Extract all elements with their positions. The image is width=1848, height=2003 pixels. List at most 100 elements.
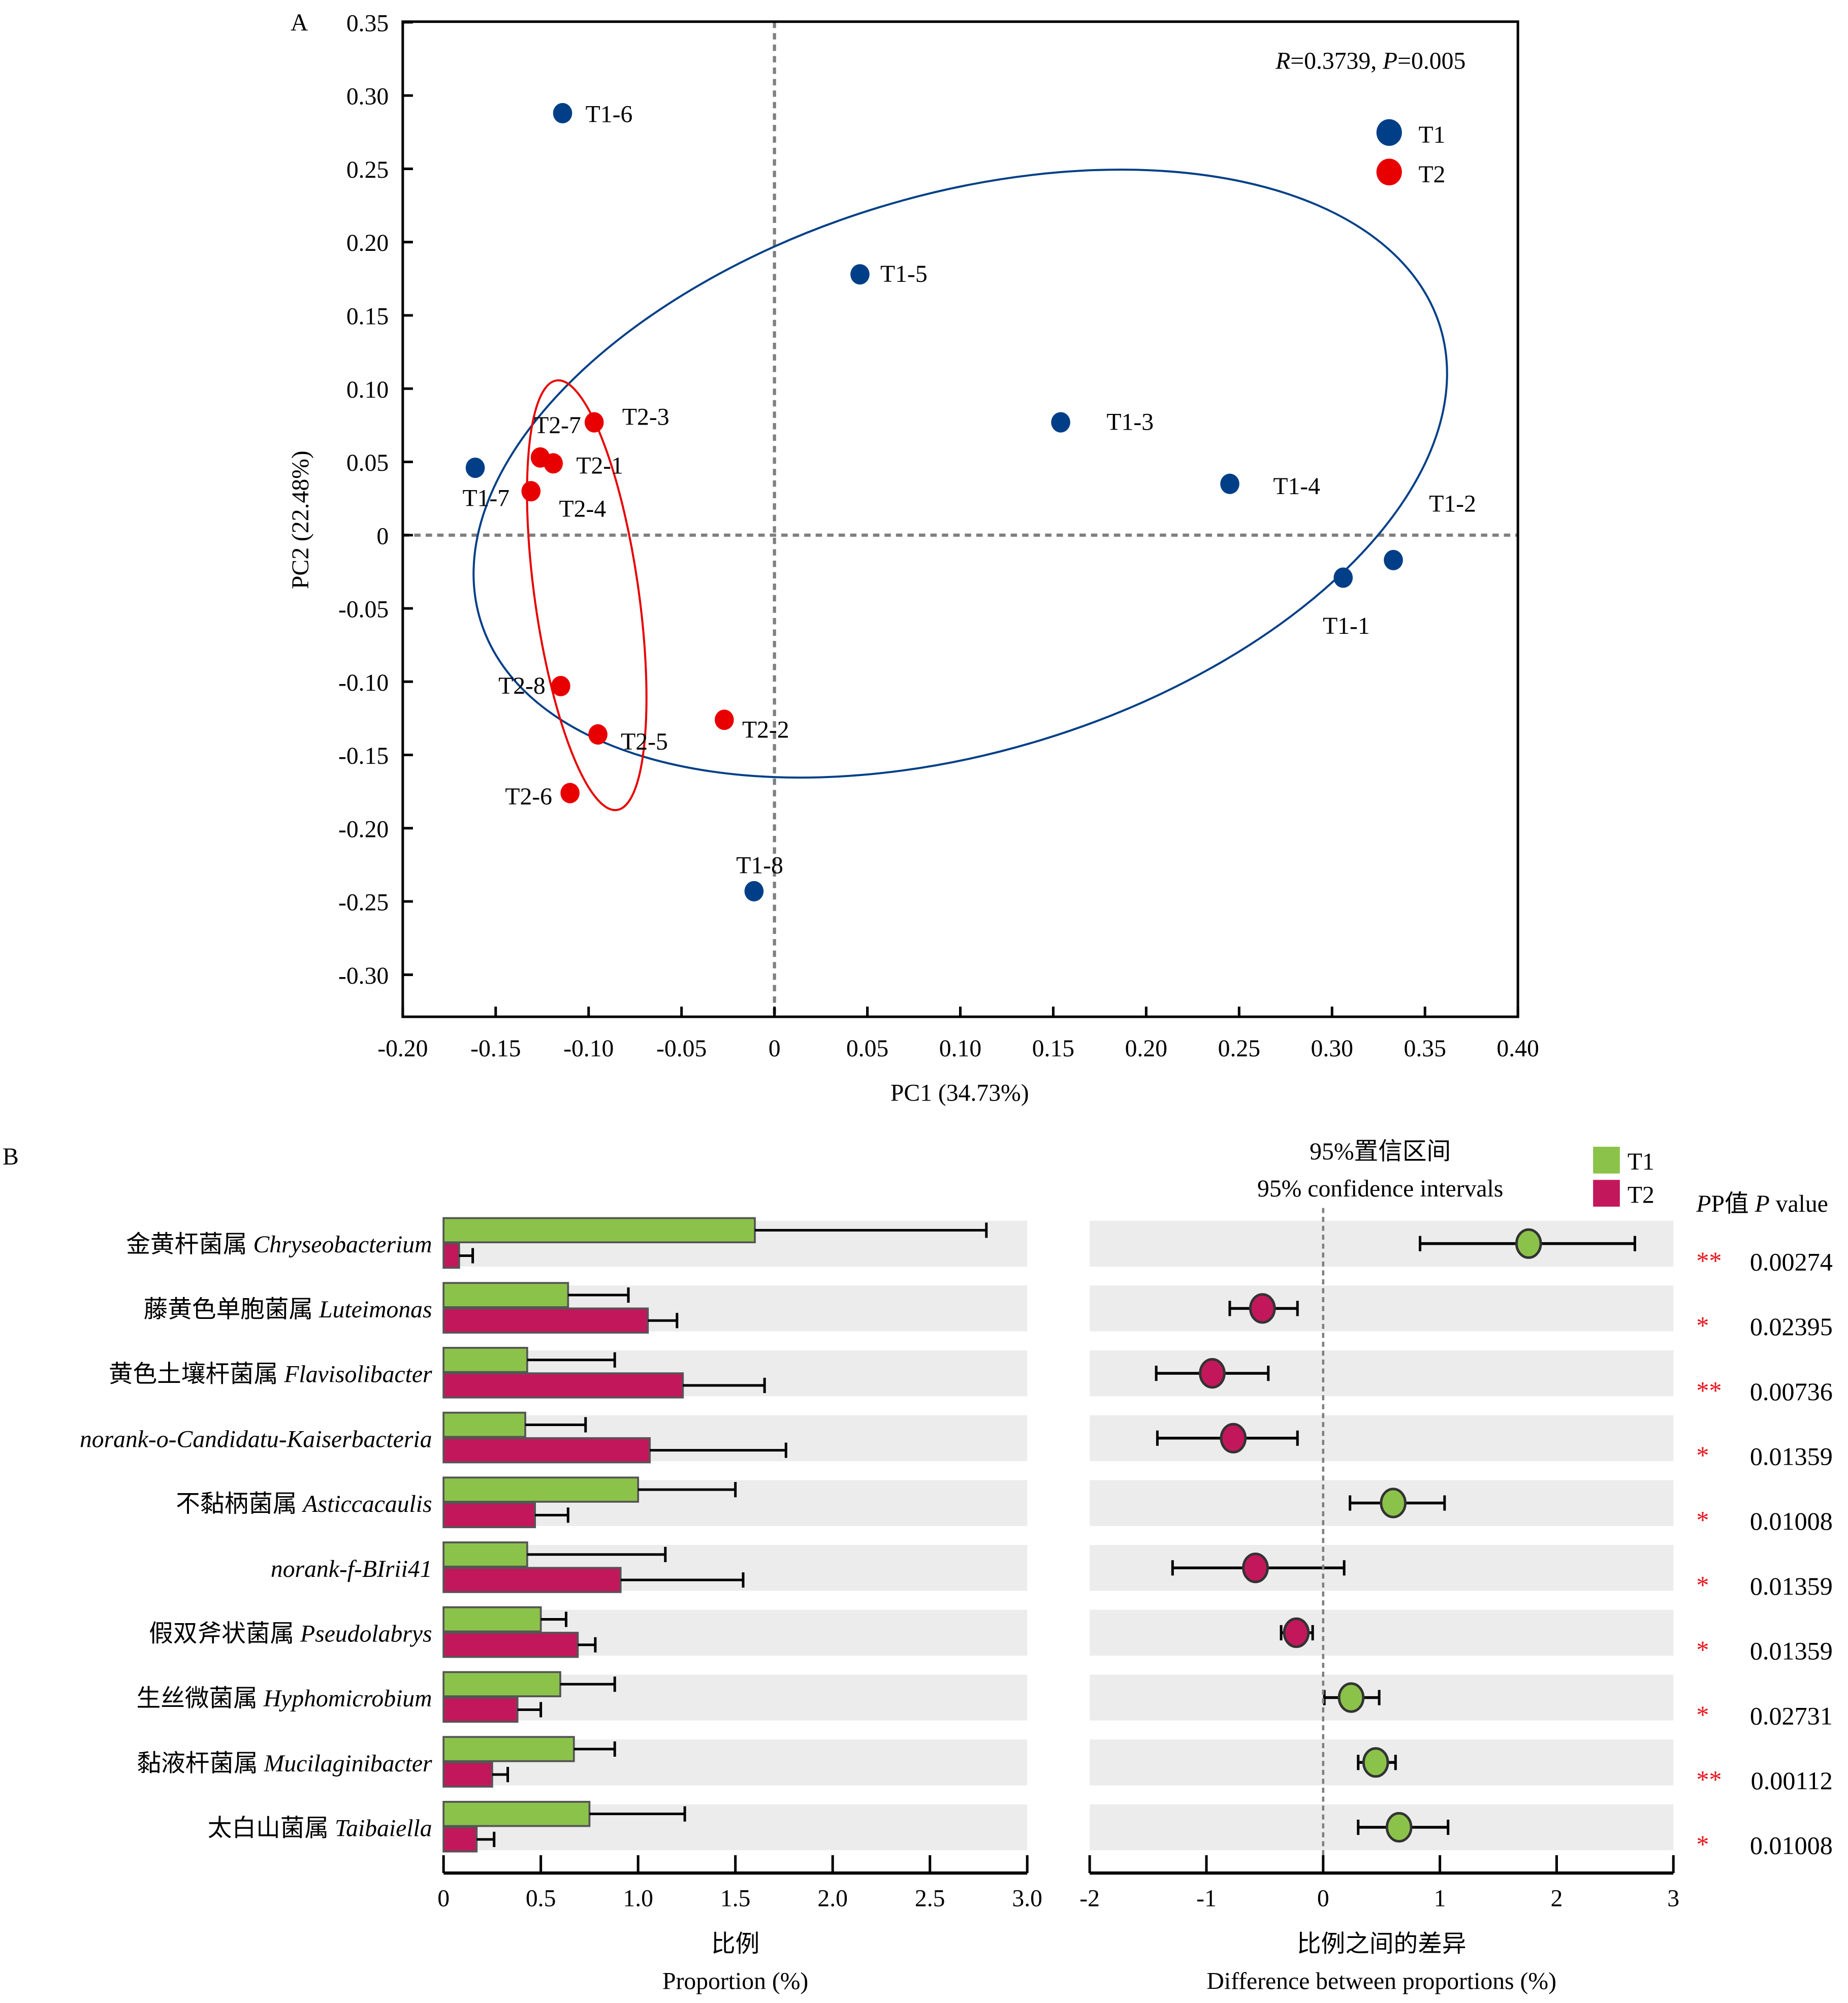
legend-marker-t1 <box>1376 119 1402 146</box>
p-symbol: P <box>1382 48 1397 74</box>
legend-swatch-t2 <box>1593 1180 1620 1207</box>
p-value-header: PP值 P value <box>1696 1191 1828 1217</box>
left-x-tick-label: 3.0 <box>1012 1885 1042 1912</box>
genus-name-latin: Taibaiella <box>335 1816 432 1842</box>
bar-t2 <box>442 1437 651 1464</box>
significance-stars: * <box>1696 1506 1709 1534</box>
legend-marker-t2 <box>1376 158 1402 186</box>
point-t1-1 <box>1333 567 1353 588</box>
genus-name-latin: norank-o-Candidatu-Kaiserbacteria <box>80 1426 432 1452</box>
bar-t2 <box>442 1761 493 1788</box>
r-value: =0.3739, <box>1290 48 1383 74</box>
point-label-t1-3: T1-3 <box>1106 409 1154 436</box>
left-x-tick-label: 1.0 <box>623 1885 653 1912</box>
bar-t1 <box>442 1347 528 1373</box>
right-x-tick-label: 3 <box>1667 1885 1679 1912</box>
left-x-tick-label: 2.5 <box>915 1885 945 1912</box>
point-t1-7 <box>465 457 485 478</box>
x-tick-label: 0.40 <box>1496 1036 1539 1062</box>
difference-point-t1 <box>1385 1812 1413 1843</box>
p-value-text: 0.01359 <box>1750 1572 1833 1600</box>
point-label-t1-4: T1-4 <box>1273 473 1320 500</box>
point-t2-7 <box>530 447 550 468</box>
genus-label: 黄色土壤杆菌属 Flavisolibacter <box>109 1362 432 1388</box>
p-header-en: value <box>1770 1191 1828 1217</box>
p-value-text: 0.01008 <box>1750 1507 1833 1535</box>
anosim-annotation: R=0.3739, P=0.005 <box>1275 48 1465 74</box>
y-tick-label: 0 <box>376 523 389 550</box>
point-t2-2 <box>715 709 734 730</box>
right-row-background <box>1090 1285 1674 1332</box>
y-axis-label: PC2 (22.48%) <box>288 450 314 589</box>
genus-name-cn: 藤黄色单胞菌属 <box>144 1297 320 1323</box>
y-tick-label: -0.15 <box>338 743 389 769</box>
point-label-t2-3: T2-3 <box>622 404 670 431</box>
significance-stars: * <box>1696 1635 1709 1664</box>
p-value-text: 0.00274 <box>1750 1247 1833 1276</box>
point-label-t2-7: T2-7 <box>534 412 581 439</box>
y-tick-label: 0.30 <box>346 84 389 110</box>
significance-stars: * <box>1696 1700 1709 1729</box>
legend-label-t2: T2 <box>1418 161 1445 188</box>
x-tick-label: 0.05 <box>846 1036 888 1062</box>
x-tick-label: 0.35 <box>1404 1036 1446 1062</box>
x-tick-label: 0.20 <box>1125 1036 1167 1062</box>
legend-b-label-t2: T2 <box>1628 1182 1654 1208</box>
left-x-tick-label: 0 <box>437 1885 450 1912</box>
right-x-label: Difference between proportions (%) <box>1206 1968 1556 1994</box>
genus-name-latin: Chryseobacterium <box>253 1232 432 1258</box>
p-header-symbol-en: P <box>1755 1191 1770 1217</box>
bar-t1 <box>442 1282 569 1308</box>
point-label-t2-1: T2-1 <box>576 453 623 479</box>
y-tick-label: -0.25 <box>338 890 389 916</box>
significance-stars: * <box>1696 1570 1709 1599</box>
difference-point-t1 <box>1362 1747 1389 1778</box>
confidence-ellipses <box>472 169 1448 812</box>
left-x-tick-label: 0.5 <box>526 1885 556 1912</box>
x-tick-label: -0.15 <box>470 1036 521 1062</box>
scatter-points: T1-1 T1-2 T1-3 T1-4 T1-5 T1-6 T1-7 T1-8 T2-1 T2-2… <box>462 101 1476 901</box>
bar-t2 <box>442 1567 622 1593</box>
right-row-background <box>1090 1609 1674 1656</box>
significance-stars: * <box>1696 1311 1709 1340</box>
p-value-text: 0.02731 <box>1750 1701 1833 1730</box>
bar-t1 <box>442 1541 528 1568</box>
legend-b: T1 T2 <box>1593 1147 1654 1208</box>
legend-swatch-t1 <box>1593 1147 1620 1174</box>
genus-name-latin: Pseudolabrys <box>300 1621 432 1647</box>
difference-point-t1 <box>1515 1228 1542 1259</box>
y-tick-label: 0.25 <box>346 157 389 183</box>
x-axis-label: PC1 (34.73%) <box>890 1080 1029 1107</box>
genus-label: norank-o-Candidatu-Kaiserbacteria <box>80 1426 432 1452</box>
genus-labels: 金黄杆菌属 Chryseobacterium 藤黄色单胞菌属 Luteimonas… <box>80 1232 432 1842</box>
genus-name-latin: Luteimonas <box>318 1297 432 1323</box>
panel-a: A T1-1 T1-2 T1-3 T1-4 T1-5 T1-6 T1-7 T1-8 T2-1 T2… <box>288 10 1539 1106</box>
genus-label: 假双斧状菌属 Pseudolabrys <box>149 1621 432 1647</box>
point-label-t1-8: T1-8 <box>736 853 783 879</box>
point-label-t1-2: T1-2 <box>1429 491 1476 517</box>
y-tick-label: 0.05 <box>346 450 389 476</box>
ellipse-t2 <box>526 379 648 812</box>
y-tick-label: 0.15 <box>346 304 389 330</box>
r-symbol: R <box>1275 48 1290 74</box>
genus-label: 黏液杆菌属 Mucilaginibacter <box>137 1751 432 1777</box>
bar-t1 <box>442 1476 640 1503</box>
genus-name-latin: Hyphomicrobium <box>263 1686 432 1712</box>
p-value-text: 0.02395 <box>1750 1312 1833 1341</box>
point-t1-6 <box>553 103 572 123</box>
point-t1-4 <box>1220 473 1239 494</box>
p-value: =0.005 <box>1397 48 1465 74</box>
difference-point-t2 <box>1283 1617 1310 1649</box>
point-t2-4 <box>521 481 541 502</box>
genus-name-cn: 假双斧状菌属 <box>149 1621 300 1647</box>
left-x-label-cn: 比例 <box>711 1931 759 1958</box>
genus-label: norank-f-BIrii41 <box>271 1556 432 1582</box>
point-t2-3 <box>584 412 604 433</box>
panel-b-axes: 0 0.5 1.0 1.5 2.0 2.5 3.0 -2 -1 0 1 2 3 <box>437 1855 1679 1912</box>
genus-name-cn: 黏液杆菌属 <box>137 1751 264 1777</box>
x-tick-label: -0.10 <box>563 1036 614 1062</box>
genus-label: 生丝微菌属 Hyphomicrobium <box>137 1686 432 1712</box>
x-tick-label: 0.15 <box>1032 1036 1074 1062</box>
significance-stars: ** <box>1696 1246 1722 1275</box>
bar-t1 <box>442 1217 756 1244</box>
